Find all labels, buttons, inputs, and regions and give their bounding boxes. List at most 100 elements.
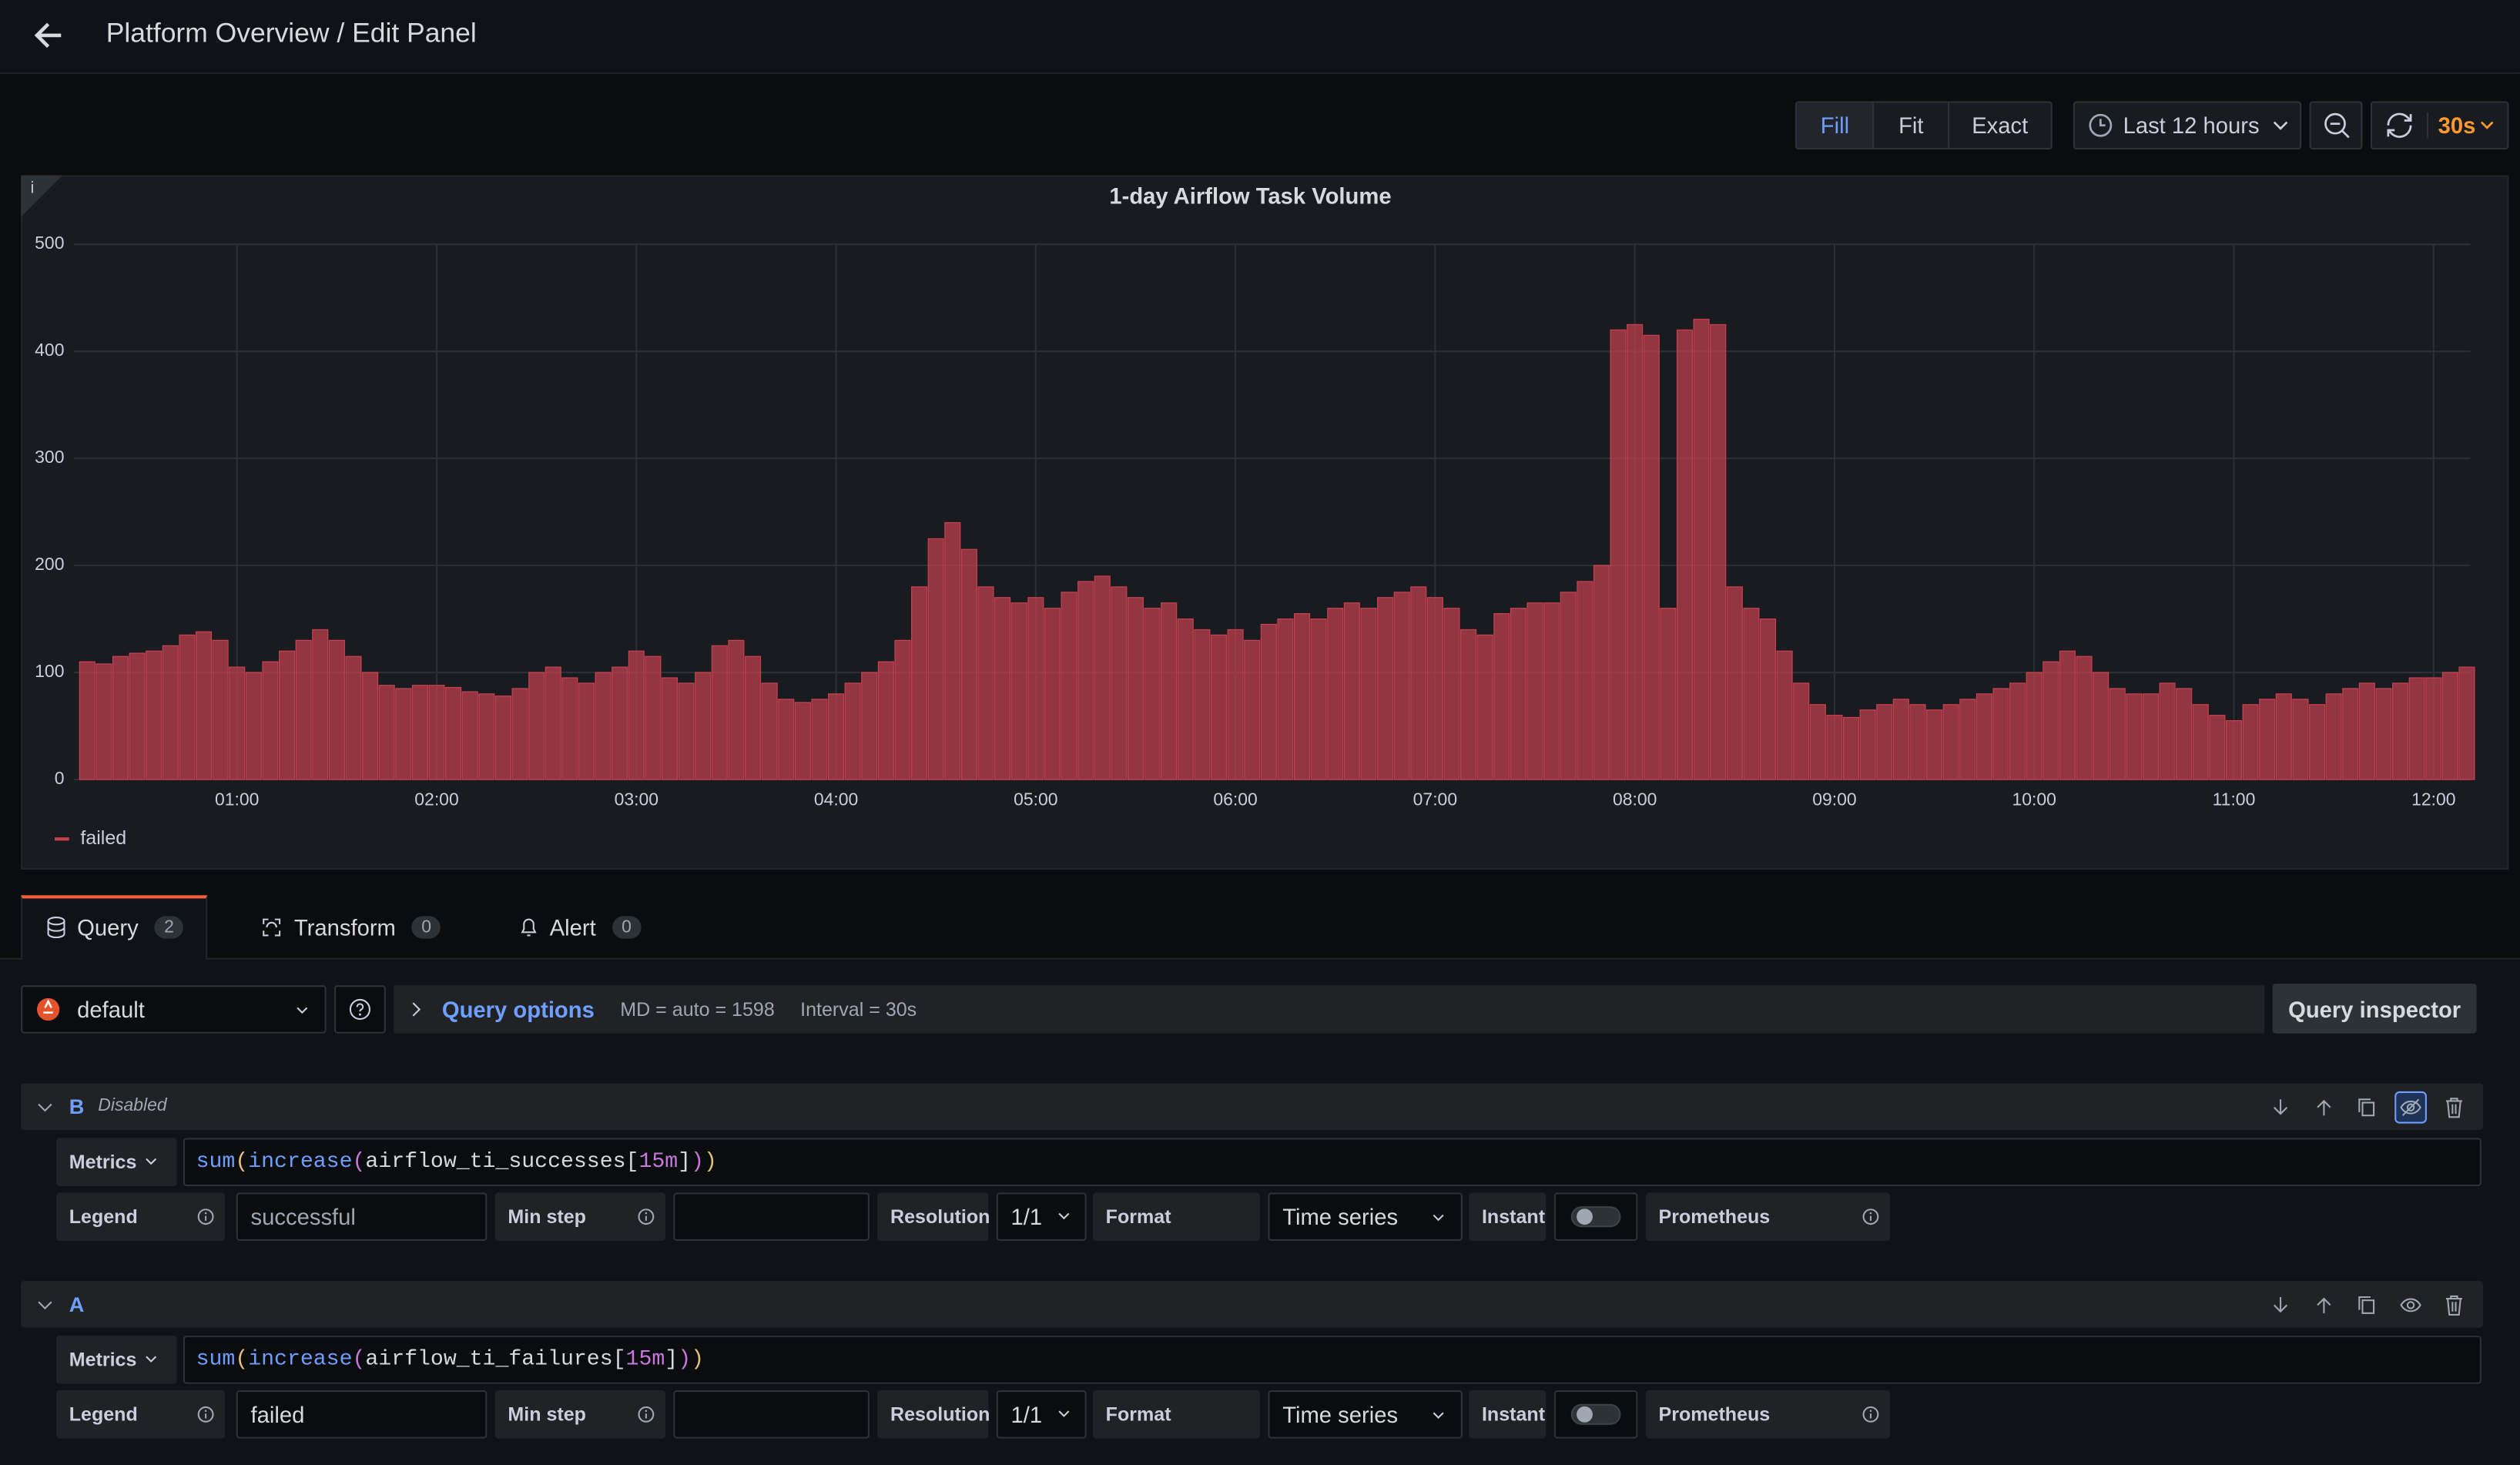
instant-toggle[interactable] xyxy=(1553,1390,1638,1439)
zoom-icon xyxy=(2324,112,2349,139)
code-token: ( xyxy=(235,1347,249,1373)
min-step-input[interactable] xyxy=(673,1192,870,1241)
bar xyxy=(545,666,561,780)
action-icon xyxy=(2273,1099,2288,1115)
bar xyxy=(944,521,961,780)
bar xyxy=(1476,634,1493,780)
query-action[interactable] xyxy=(2308,1091,2341,1124)
field-label: Resolution xyxy=(877,1390,990,1439)
tab[interactable]: Query 2 xyxy=(47,914,184,940)
y-tick-label: 200 xyxy=(35,554,64,574)
bar xyxy=(1327,608,1344,780)
bar xyxy=(612,666,628,780)
bar xyxy=(1826,715,1843,780)
mode-button[interactable]: Fit xyxy=(1872,102,1948,148)
metrics-button[interactable]: Metrics xyxy=(56,1138,177,1187)
code-token: sum xyxy=(196,1347,236,1373)
bar xyxy=(428,685,445,780)
x-tick-label: 05:00 xyxy=(1014,789,1057,809)
bar xyxy=(1876,704,1893,780)
bar xyxy=(977,586,994,780)
legend-input[interactable]: successful xyxy=(236,1192,488,1241)
format-select[interactable]: Time series xyxy=(1268,1192,1463,1241)
query-editor[interactable]: sum(increase(airflow_ti_successes[15m])) xyxy=(183,1138,2481,1187)
instant-toggle[interactable] xyxy=(1553,1192,1638,1241)
bar xyxy=(511,688,528,780)
bar xyxy=(877,661,894,780)
bar xyxy=(1759,618,1777,780)
bar xyxy=(1260,623,1277,780)
time-picker[interactable]: Last 12 hours xyxy=(2073,101,2302,150)
bar xyxy=(2109,688,2126,780)
min-step-input[interactable] xyxy=(673,1390,870,1439)
bar xyxy=(1061,592,1077,780)
bar xyxy=(778,699,795,780)
page-title: Platform Overview / Edit Panel xyxy=(106,17,477,49)
resolution-select[interactable]: 1/1 xyxy=(996,1390,1087,1439)
bar xyxy=(195,631,213,780)
query-action[interactable] xyxy=(2394,1289,2427,1322)
bar xyxy=(1926,709,1943,780)
bar xyxy=(1293,613,1311,780)
bar xyxy=(844,682,861,780)
help-button[interactable] xyxy=(334,985,386,1034)
bar xyxy=(1942,704,1959,780)
tab-active[interactable] xyxy=(21,895,208,960)
bar xyxy=(728,639,745,780)
y-tick-label: 0 xyxy=(55,768,65,788)
chart-title: 1-day Airflow Task Volume xyxy=(1109,184,1391,209)
field-label: Format xyxy=(1092,1192,1260,1241)
collapse-icon[interactable] xyxy=(34,1096,56,1118)
bar xyxy=(1210,634,1228,780)
info-icon xyxy=(1862,1209,1879,1225)
metrics-button[interactable]: Metrics xyxy=(56,1336,177,1384)
x-tick-label: 01:00 xyxy=(215,789,259,809)
query-options-bar[interactable]: Query options MD = auto = 1598 Interval … xyxy=(394,985,2265,1034)
bar xyxy=(1493,613,1510,780)
refresh-picker[interactable]: 30s xyxy=(2370,101,2509,150)
resolution-select[interactable]: 1/1 xyxy=(996,1192,1087,1241)
collapse-icon[interactable] xyxy=(34,1294,56,1316)
back-button[interactable] xyxy=(31,18,66,53)
query-editor[interactable]: sum(increase(airflow_ti_failures[15m])) xyxy=(183,1336,2481,1384)
bar xyxy=(744,655,762,780)
query-action[interactable] xyxy=(2438,1091,2471,1124)
code-token: ) xyxy=(678,1347,692,1373)
tab-label: Alert xyxy=(549,914,596,940)
metrics-label: Metrics xyxy=(69,1151,137,1174)
mode-button[interactable]: Fill xyxy=(1796,102,1873,148)
chevron xyxy=(1433,1214,1444,1222)
code-token: airflow_ti_failures xyxy=(365,1347,613,1373)
tab[interactable]: Alert 0 xyxy=(519,914,642,940)
bar xyxy=(1343,602,1360,780)
bar xyxy=(328,639,345,780)
bar xyxy=(1194,629,1211,780)
query-action[interactable] xyxy=(2264,1091,2297,1124)
x-tick-label: 04:00 xyxy=(814,789,858,809)
bar xyxy=(811,699,828,780)
format-select[interactable]: Time series xyxy=(1268,1390,1463,1439)
query-action[interactable] xyxy=(2308,1289,2341,1322)
mode-button[interactable]: Exact xyxy=(1947,102,2051,148)
bar xyxy=(112,655,129,780)
datasource-picker[interactable]: default xyxy=(21,985,327,1034)
bar xyxy=(994,597,1011,780)
bar xyxy=(1610,329,1627,780)
x-tick-label: 10:00 xyxy=(2012,789,2056,809)
bar xyxy=(1809,704,1826,780)
zoom-out-button[interactable] xyxy=(2309,101,2363,150)
legend-input[interactable]: failed xyxy=(236,1390,488,1439)
query-action[interactable] xyxy=(2264,1289,2297,1322)
bar xyxy=(2441,672,2458,780)
query-action[interactable] xyxy=(2394,1091,2427,1124)
field-label: Legend xyxy=(56,1390,226,1439)
field-label: Prometheus xyxy=(1645,1390,1890,1439)
time-range: Last 12 hours xyxy=(2123,112,2260,139)
query-action[interactable] xyxy=(2438,1289,2471,1322)
query-action[interactable] xyxy=(2351,1091,2384,1124)
chart: i 1-day Airflow Task Volume 0 100 200 300 40… xyxy=(21,175,2475,849)
query-inspector-button[interactable]: Query inspector xyxy=(2272,984,2477,1034)
query-action[interactable] xyxy=(2351,1289,2384,1322)
tab[interactable]: Transform 0 xyxy=(260,914,441,940)
